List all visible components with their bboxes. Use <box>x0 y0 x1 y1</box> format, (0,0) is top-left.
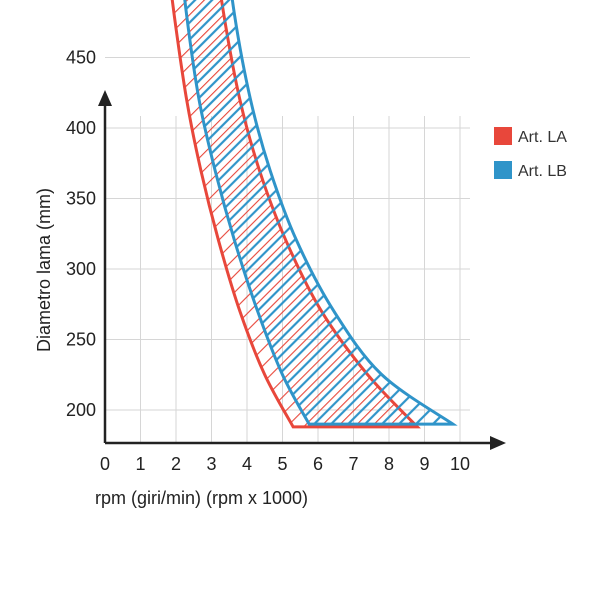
x-tick-label: 10 <box>450 454 470 474</box>
legend-label-la: Art. LA <box>518 129 567 146</box>
legend-label-lb: Art. LB <box>518 163 567 180</box>
legend: Art. LA Art. LB <box>494 127 567 180</box>
x-tick-label: 0 <box>100 454 110 474</box>
plot-area <box>170 0 458 429</box>
y-tick-label: 300 <box>66 259 96 279</box>
y-tick-label: 400 <box>66 118 96 138</box>
x-tick-label: 6 <box>313 454 323 474</box>
tick-labels: 012345678910200250300350400450500550600 <box>66 48 470 475</box>
y-tick-label: 350 <box>66 189 96 209</box>
x-tick-label: 1 <box>135 454 145 474</box>
y-tick-label: 200 <box>66 400 96 420</box>
legend-swatch-lb <box>494 161 512 179</box>
x-axis-label: rpm (giri/min) (rpm x 1000) <box>95 488 308 508</box>
x-tick-label: 2 <box>171 454 181 474</box>
x-tick-label: 8 <box>384 454 394 474</box>
x-tick-label: 3 <box>206 454 216 474</box>
y-axis-arrow <box>98 90 112 106</box>
outline-lb <box>183 0 458 426</box>
x-tick-label: 9 <box>419 454 429 474</box>
x-axis-arrow <box>490 436 506 450</box>
axes <box>98 90 506 450</box>
x-tick-label: 7 <box>348 454 358 474</box>
y-tick-label: 250 <box>66 330 96 350</box>
y-axis-label: Diametro lama (mm) <box>34 188 54 352</box>
x-tick-label: 4 <box>242 454 252 474</box>
y-tick-label: 450 <box>66 48 96 68</box>
legend-swatch-la <box>494 127 512 145</box>
x-tick-label: 5 <box>277 454 287 474</box>
